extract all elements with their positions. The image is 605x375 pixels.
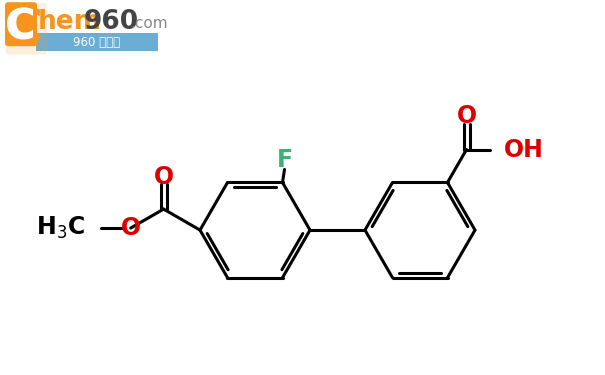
Text: .com: .com bbox=[130, 16, 168, 31]
Text: 960 化工网: 960 化工网 bbox=[73, 36, 120, 49]
Bar bbox=[36, 33, 158, 51]
Text: C: C bbox=[10, 7, 43, 50]
Text: OH: OH bbox=[503, 138, 543, 162]
Text: F: F bbox=[276, 148, 293, 172]
FancyBboxPatch shape bbox=[5, 2, 37, 46]
Text: O: O bbox=[154, 165, 174, 189]
Text: O: O bbox=[456, 104, 477, 128]
Text: hem: hem bbox=[38, 9, 102, 35]
Text: 960: 960 bbox=[84, 9, 139, 35]
Text: H$_3$C: H$_3$C bbox=[36, 215, 85, 241]
Text: C: C bbox=[6, 7, 34, 45]
Text: O: O bbox=[120, 216, 141, 240]
Text: C: C bbox=[5, 6, 35, 48]
